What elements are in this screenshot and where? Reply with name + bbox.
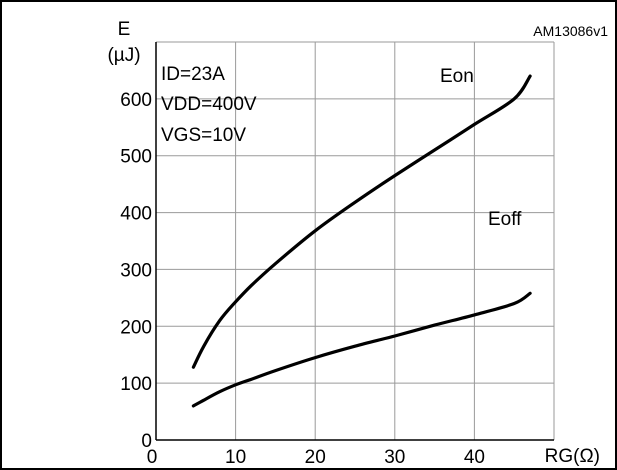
y-tick-label-600: 600 — [120, 90, 152, 111]
x-tick-label-40: 40 — [464, 447, 485, 468]
series-lines — [191, 74, 532, 408]
y-axis-unit: (µJ) — [107, 45, 140, 66]
y-tick-label-200: 200 — [120, 317, 152, 338]
y-tick-label-400: 400 — [120, 204, 152, 225]
tick-labels: 0 100 200 300 400 500 600 0 10 20 30 40 — [120, 90, 485, 468]
y-tick-label-0: 0 — [141, 431, 152, 452]
y-tick-label-500: 500 — [120, 147, 152, 168]
x-tick-label-30: 30 — [384, 447, 405, 468]
condition-drain-current: ID=23A — [161, 64, 225, 85]
x-tick-label-20: 20 — [305, 447, 326, 468]
series-label-eoff: Eoff — [488, 209, 522, 230]
y-tick-label-300: 300 — [120, 260, 152, 281]
figure-code: AM13086v1 — [533, 23, 608, 39]
axes — [155, 42, 554, 441]
grid — [156, 41, 555, 440]
condition-gate-voltage: VGS=10V — [161, 125, 246, 146]
x-axis-label: RG(Ω) — [545, 446, 600, 467]
x-tick-label-0: 0 — [147, 447, 158, 468]
y-tick-label-100: 100 — [120, 374, 152, 395]
series-label-eon: Eon — [440, 66, 474, 87]
y-axis-symbol: E — [118, 19, 131, 40]
series-line-eoff — [191, 291, 532, 408]
series-line-eon — [191, 74, 532, 369]
condition-drain-voltage: VDD=400V — [161, 94, 257, 115]
x-tick-label-10: 10 — [225, 447, 246, 468]
